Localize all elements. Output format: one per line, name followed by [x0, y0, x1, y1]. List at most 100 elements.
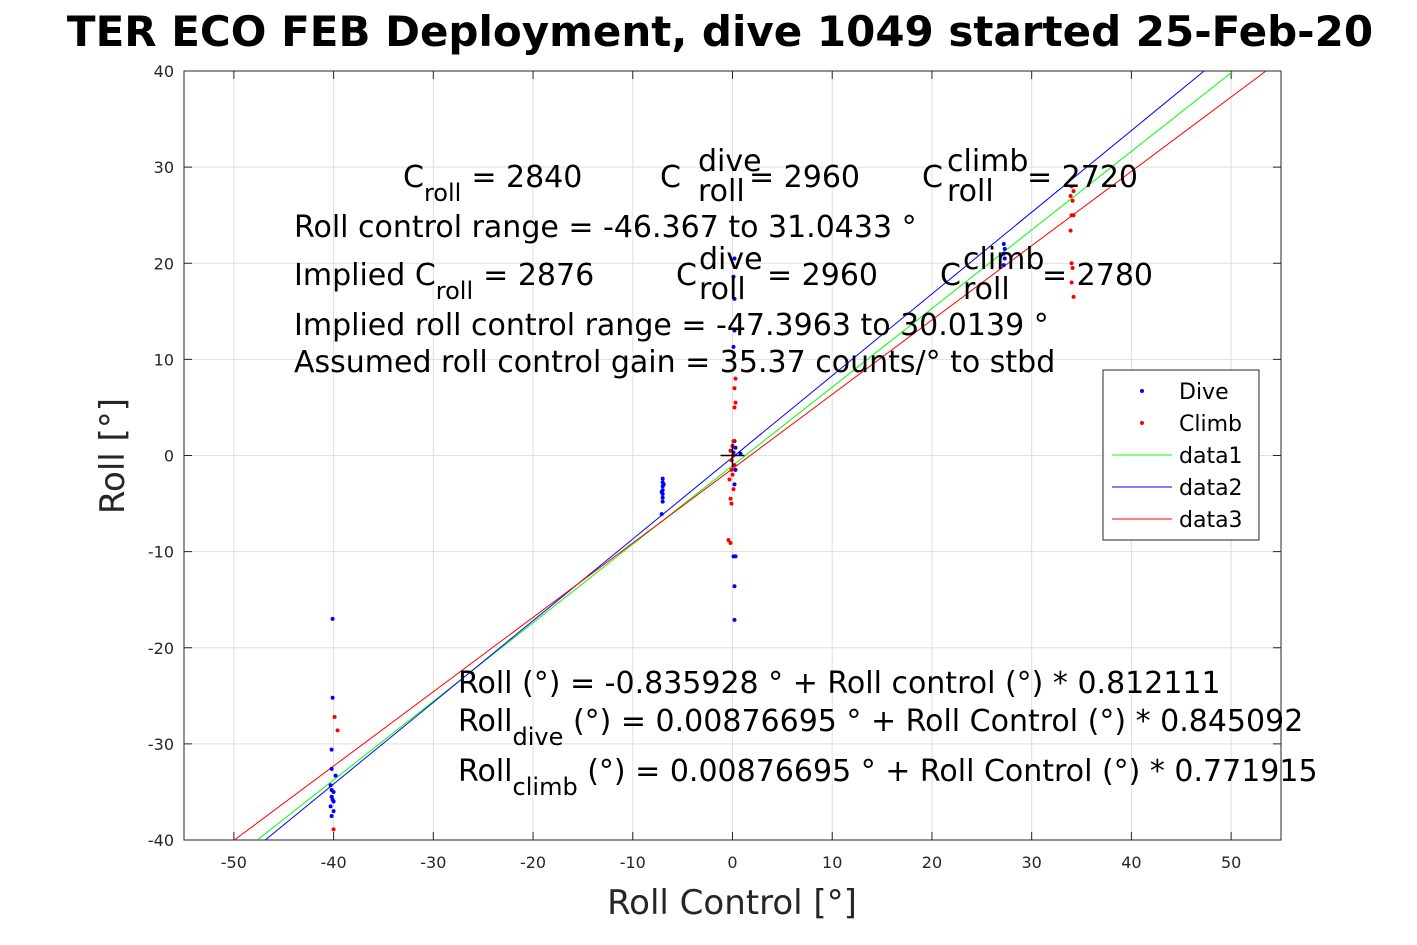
- legend-label-climb: Climb: [1179, 412, 1242, 437]
- point-climb: [331, 827, 336, 832]
- legend-label-data2: data2: [1179, 476, 1243, 501]
- point-climb: [1069, 261, 1074, 266]
- chart-title: TER ECO FEB Deployment, dive 1049 starte…: [67, 7, 1373, 56]
- point-dive: [660, 495, 665, 500]
- svg-text:roll: roll: [699, 272, 746, 307]
- annotation-c-roll-climb: C climb roll = 2720: [922, 144, 1138, 209]
- point-climb: [733, 400, 738, 405]
- point-dive: [732, 328, 737, 333]
- legend-label-data1: data1: [1179, 444, 1243, 469]
- svg-text:C: C: [940, 258, 961, 293]
- point-dive: [330, 797, 335, 802]
- svg-text:= 2780: = 2780: [1042, 258, 1153, 293]
- point-climb: [729, 501, 734, 506]
- point-climb: [1070, 198, 1075, 203]
- annotation-c-roll-dive: C dive roll = 2960: [660, 144, 860, 209]
- y-tick-label: -30: [148, 735, 174, 754]
- svg-text:roll: roll: [947, 174, 994, 209]
- point-climb: [731, 487, 736, 492]
- point-climb: [332, 714, 337, 719]
- point-dive: [661, 482, 666, 487]
- point-climb: [726, 538, 731, 543]
- annotation-gain: Assumed roll control gain = 35.37 counts…: [294, 345, 1055, 380]
- series-line-data3: [234, 71, 1267, 840]
- point-climb: [1070, 266, 1075, 271]
- y-tick-label: -40: [148, 831, 174, 850]
- point-climb: [732, 405, 737, 410]
- point-dive: [331, 809, 336, 814]
- svg-text:roll: roll: [698, 174, 745, 209]
- origin-crosshair: [720, 443, 745, 468]
- annotation-fit-climb: Rollclimb (°) = 0.00876695 ° + Roll Cont…: [458, 754, 1318, 801]
- legend-marker-dive: [1140, 389, 1144, 393]
- point-dive: [660, 499, 665, 504]
- point-climb: [1071, 213, 1076, 218]
- annotation-c-roll: Croll = 2840: [403, 160, 582, 207]
- data-points: [328, 184, 1076, 832]
- svg-text:= 2960: = 2960: [767, 258, 878, 293]
- annotation-implied-c-roll: Implied Croll = 2876: [294, 258, 594, 305]
- svg-text:Implied Croll= 2876: Implied Croll = 2876: [294, 258, 594, 305]
- x-tick-label: 0: [727, 853, 737, 872]
- point-dive: [659, 490, 664, 495]
- point-dive: [329, 813, 334, 818]
- point-dive: [732, 617, 737, 622]
- legend: Dive Climb data1 data2 data3: [1102, 369, 1260, 541]
- point-dive: [659, 512, 664, 517]
- annotation-control-range: Roll control range = -46.367 to 31.0433 …: [294, 210, 917, 245]
- point-climb: [1069, 184, 1074, 189]
- x-tick-label: 10: [822, 853, 842, 872]
- svg-text:C: C: [922, 160, 943, 195]
- point-dive: [732, 296, 737, 301]
- point-dive: [328, 783, 333, 788]
- point-dive: [1002, 256, 1007, 261]
- point-dive: [330, 695, 335, 700]
- legend-marker-climb: [1140, 421, 1144, 425]
- point-climb: [335, 728, 340, 733]
- point-climb: [1068, 228, 1073, 233]
- point-climb: [728, 448, 733, 453]
- annotation-implied-range: Implied roll control range = -47.3963 to…: [294, 308, 1049, 343]
- point-dive: [733, 467, 738, 472]
- x-tick-label: 50: [1221, 853, 1241, 872]
- svg-text:climb: climb: [963, 242, 1044, 277]
- point-climb: [1068, 193, 1073, 198]
- series-line-data1: [256, 71, 1234, 840]
- y-axis-label: Roll [°]: [93, 398, 133, 514]
- point-dive: [732, 256, 737, 261]
- point-dive: [1001, 242, 1006, 247]
- point-climb: [733, 376, 738, 381]
- x-tick-label: -20: [520, 853, 546, 872]
- point-dive: [731, 274, 736, 279]
- point-climb: [1071, 189, 1076, 194]
- point-dive: [732, 584, 737, 589]
- point-dive: [660, 476, 665, 481]
- svg-text:dive: dive: [698, 144, 762, 179]
- point-dive: [328, 804, 333, 809]
- point-climb: [730, 472, 735, 477]
- y-tick-label: -20: [148, 639, 174, 658]
- legend-label-dive: Dive: [1179, 380, 1229, 405]
- point-climb: [732, 386, 737, 391]
- point-dive: [329, 766, 334, 771]
- point-climb: [1071, 294, 1076, 299]
- point-dive: [733, 445, 738, 450]
- svg-text:roll: roll: [963, 272, 1010, 307]
- point-dive: [333, 773, 338, 778]
- x-tick-label: -10: [620, 853, 646, 872]
- point-climb: [1069, 280, 1074, 285]
- point-dive: [1001, 251, 1006, 256]
- point-climb: [732, 463, 737, 468]
- svg-text:C: C: [676, 258, 697, 293]
- point-climb: [729, 467, 734, 472]
- legend-label-data3: data3: [1179, 508, 1243, 533]
- point-dive: [731, 344, 736, 349]
- point-dive: [1001, 263, 1006, 268]
- x-tick-label: -30: [420, 853, 446, 872]
- x-tick-label: 30: [1022, 853, 1042, 872]
- annotation-fit-dive: Rolldive (°) = 0.00876695 ° + Roll Contr…: [458, 704, 1303, 751]
- point-climb: [727, 477, 732, 482]
- point-dive: [329, 788, 334, 793]
- y-tick-label: 30: [154, 158, 174, 177]
